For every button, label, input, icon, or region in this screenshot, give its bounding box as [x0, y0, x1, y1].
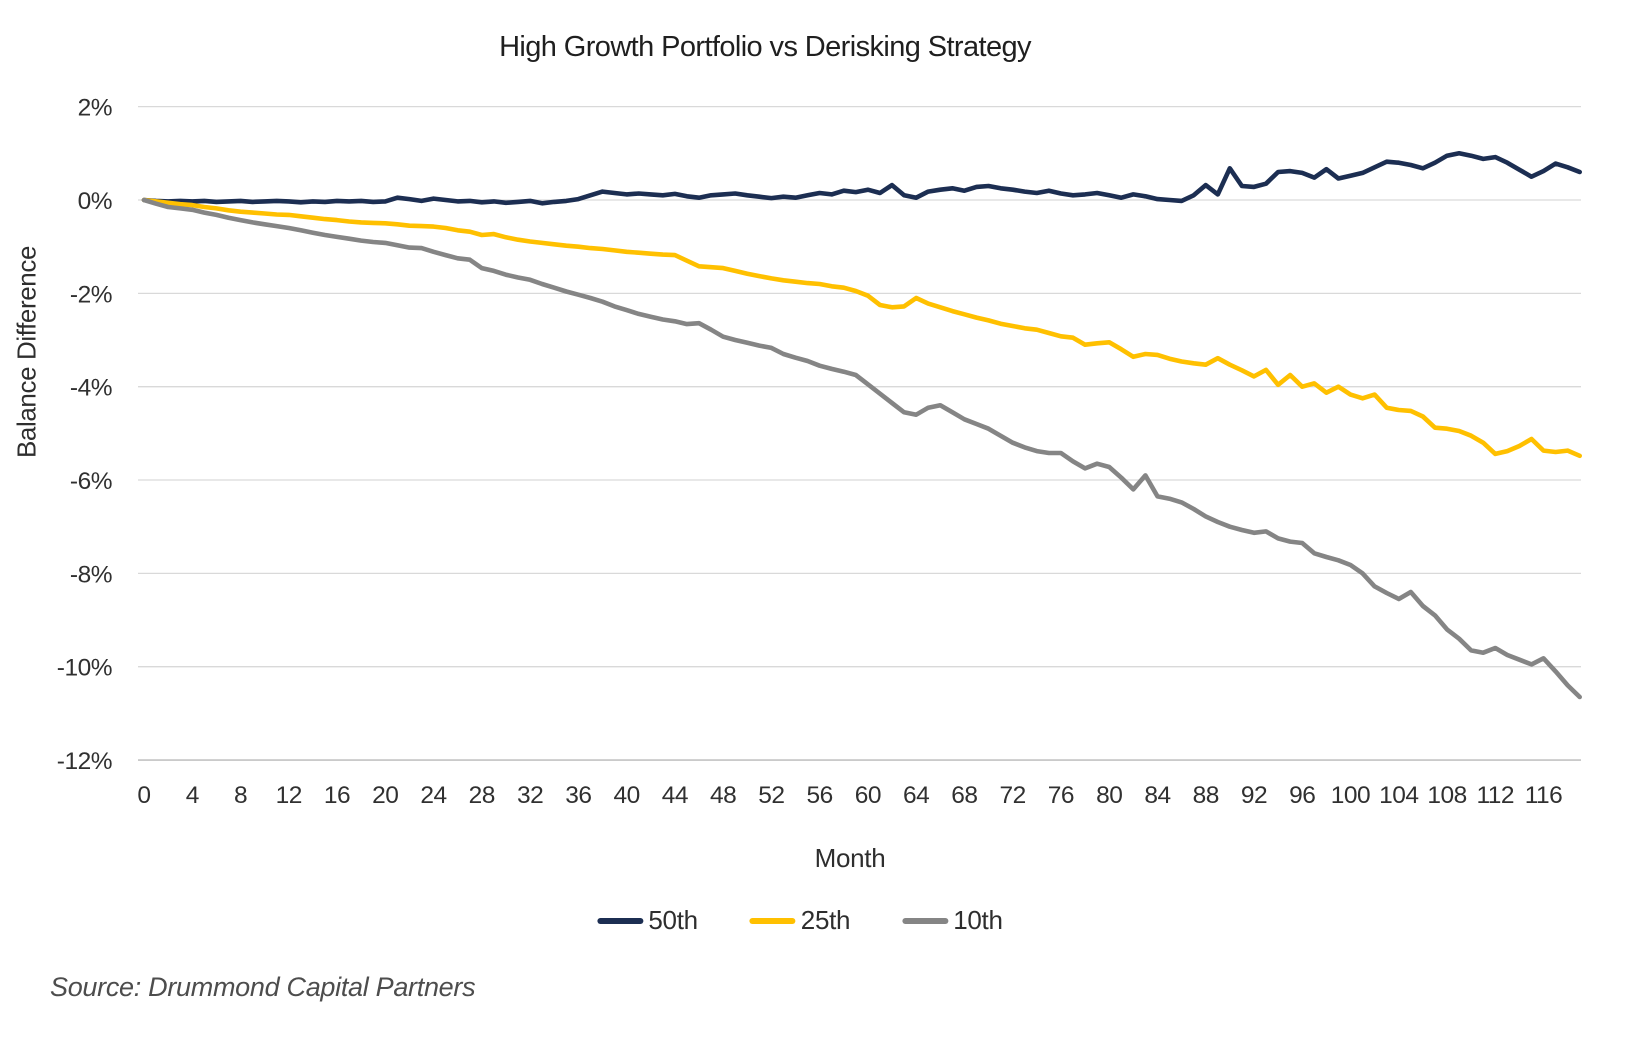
x-tick-label: 12: [276, 782, 302, 809]
legend-swatch-25th: [749, 917, 796, 924]
x-tick-label: 24: [420, 782, 446, 809]
x-tick-label: 76: [1048, 782, 1074, 809]
y-tick-label: -10%: [57, 655, 112, 682]
legend-item-25th: 25th: [749, 905, 851, 936]
x-tick-label: 16: [324, 782, 350, 809]
series-line-10th: [141, 197, 1582, 700]
x-tick-label: 20: [372, 782, 398, 809]
x-tick-label: 108: [1427, 782, 1466, 809]
x-tick-label: 28: [469, 782, 495, 809]
chart-title: High Growth Portfolio vs Derisking Strat…: [499, 31, 1031, 63]
y-axis-title: Balance Difference: [11, 245, 42, 459]
x-tick-label: 112: [1476, 782, 1514, 809]
x-tick-label: 88: [1193, 782, 1219, 809]
y-tick-label: 0%: [78, 188, 112, 215]
chart-legend: 50th 25th 10th: [597, 905, 1003, 936]
x-tick-label: 48: [710, 782, 736, 809]
series-line-25th: [141, 197, 1582, 459]
x-tick-label: 96: [1289, 782, 1315, 809]
y-tick-label: -2%: [70, 281, 112, 308]
y-tick-label: -6%: [70, 468, 112, 495]
x-tick-label: 92: [1241, 782, 1267, 809]
y-tick-label: -8%: [70, 561, 112, 588]
x-tick-label: 36: [565, 782, 591, 809]
series-line-50th: [141, 151, 1582, 206]
legend-swatch-10th: [902, 917, 949, 924]
x-tick-label: 72: [1000, 782, 1026, 809]
x-tick-label: 84: [1144, 782, 1170, 809]
y-tick-label: -4%: [70, 375, 112, 402]
x-tick-label: 80: [1096, 782, 1122, 809]
x-tick-label: 32: [517, 782, 543, 809]
y-tick-label: 2%: [78, 95, 112, 122]
x-tick-label: 4: [186, 782, 199, 809]
x-tick-label: 56: [807, 782, 833, 809]
x-tick-label: 8: [234, 782, 247, 809]
legend-label-25th: 25th: [800, 905, 851, 935]
x-tick-label: 100: [1331, 782, 1370, 809]
x-tick-label: 44: [662, 782, 688, 809]
y-tick-label: -12%: [57, 748, 112, 775]
legend-item-10th: 10th: [902, 905, 1003, 936]
x-tick-label: 52: [758, 782, 784, 809]
legend-swatch-50th: [597, 917, 644, 924]
x-tick-label: 40: [613, 782, 639, 809]
legend-item-50th: 50th: [597, 905, 698, 936]
x-tick-label: 0: [137, 782, 150, 809]
source-attribution: Source: Drummond Capital Partners: [50, 972, 476, 1002]
x-tick-label: 116: [1525, 782, 1563, 809]
x-axis-title: Month: [814, 843, 886, 873]
legend-label-50th: 50th: [648, 905, 698, 935]
x-tick-label: 68: [951, 782, 977, 809]
legend-label-10th: 10th: [953, 905, 1003, 935]
x-tick-label: 104: [1379, 782, 1418, 809]
x-tick-label: 64: [903, 782, 929, 809]
x-tick-label: 60: [855, 782, 881, 809]
